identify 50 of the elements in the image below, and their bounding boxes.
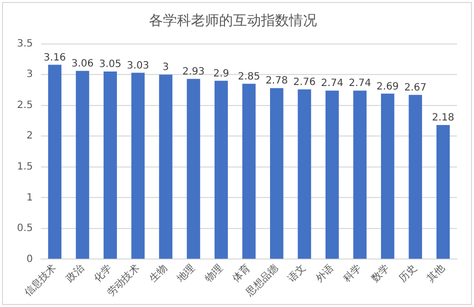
bar bbox=[214, 80, 228, 259]
data-label: 2.69 bbox=[376, 81, 399, 92]
data-label: 2.18 bbox=[432, 112, 454, 124]
bar bbox=[380, 94, 394, 259]
bar bbox=[326, 90, 339, 259]
data-label: 3.06 bbox=[71, 58, 94, 70]
x-tick-label: 数学 bbox=[368, 262, 392, 285]
x-tick-label: 政治 bbox=[64, 262, 86, 285]
x-tick-label: 历史 bbox=[396, 262, 420, 285]
y-tick-label: 2.5 bbox=[16, 100, 33, 111]
bar bbox=[48, 64, 62, 259]
data-label: 2.76 bbox=[293, 76, 316, 88]
bar bbox=[353, 90, 367, 259]
bar bbox=[186, 78, 200, 259]
y-tick-label: 2 bbox=[26, 130, 33, 142]
y-tick-label: 3.5 bbox=[16, 38, 33, 50]
data-label: 2.9 bbox=[213, 68, 230, 80]
bar bbox=[298, 89, 312, 259]
data-label: 3.05 bbox=[99, 59, 122, 70]
x-tick-label: 其他 bbox=[424, 262, 448, 285]
x-tick-label: 地理 bbox=[174, 262, 198, 286]
y-tick-label: 0.5 bbox=[16, 223, 33, 234]
bar bbox=[436, 125, 450, 259]
bar bbox=[159, 74, 172, 259]
chart-title: 各学科老师的互动指数情况 bbox=[149, 13, 317, 30]
x-tick-label: 物理 bbox=[203, 262, 226, 285]
data-label: 3.16 bbox=[44, 52, 66, 64]
data-label: 3.03 bbox=[126, 60, 150, 72]
bar bbox=[104, 72, 117, 259]
data-label: 2.78 bbox=[266, 76, 288, 87]
data-label: 2.74 bbox=[321, 78, 344, 90]
bar bbox=[270, 88, 284, 259]
y-tick-label: 1.5 bbox=[16, 161, 33, 172]
x-tick-label: 生物 bbox=[147, 262, 170, 285]
y-tick-label: 1 bbox=[26, 192, 33, 204]
data-label: 2.93 bbox=[182, 66, 205, 78]
x-tick-label: 外语 bbox=[314, 262, 336, 285]
x-tick-label: 化学 bbox=[92, 262, 114, 285]
data-label: 3 bbox=[162, 62, 169, 74]
data-label: 2.67 bbox=[404, 82, 427, 94]
x-tick-label: 体育 bbox=[230, 262, 253, 285]
y-tick-label: 3 bbox=[26, 69, 33, 80]
bar bbox=[76, 70, 90, 259]
data-label: 2.85 bbox=[238, 71, 260, 82]
bar bbox=[131, 72, 145, 259]
data-label: 2.74 bbox=[348, 78, 372, 90]
x-tick-label: 科学 bbox=[341, 262, 364, 285]
bar bbox=[242, 84, 256, 259]
bar bbox=[408, 94, 422, 259]
x-tick-label: 语文 bbox=[286, 262, 308, 285]
